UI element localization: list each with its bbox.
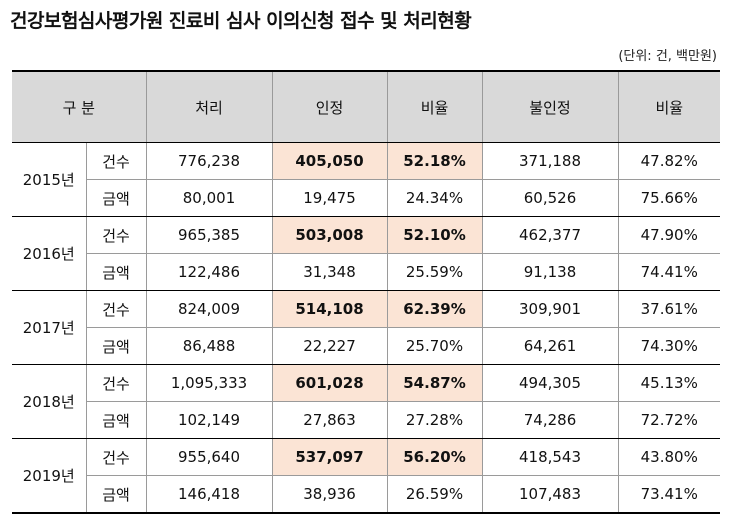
table-row: 2016년 건수 965,385 503,008 52.10% 462,377 47.90% bbox=[12, 216, 720, 291]
header-accepted-rate: 비율 bbox=[386, 70, 483, 143]
table-body: 2015년 건수 776,238 405,050 52.18% 371,188 47.82%… bbox=[12, 142, 720, 514]
accepted-cell: 27,863 bbox=[271, 401, 388, 439]
rejected-cell: 91,138 bbox=[481, 253, 619, 291]
table-row: 금액 80,001 19,475 24.34% 60,526 75.66% bbox=[12, 179, 720, 217]
table-row: 금액 122,486 31,348 25.59% 91,138 74.41% bbox=[12, 253, 720, 291]
accepted-rate-cell: 54.87% bbox=[386, 364, 483, 402]
table-row: 2017년 건수 824,009 514,108 62.39% 309,901 37.61% bbox=[12, 290, 720, 365]
processed-cell: 86,488 bbox=[145, 327, 273, 365]
year-cell: 2015년 bbox=[12, 142, 87, 217]
accepted-cell: 503,008 bbox=[271, 216, 388, 254]
processed-cell: 1,095,333 bbox=[145, 364, 273, 402]
processed-cell: 102,149 bbox=[145, 401, 273, 439]
rejected-rate-cell: 74.30% bbox=[617, 327, 720, 365]
rejected-cell: 494,305 bbox=[481, 364, 619, 402]
accepted-cell: 19,475 bbox=[271, 179, 388, 217]
rejected-rate-cell: 75.66% bbox=[617, 179, 720, 217]
accepted-rate-cell: 25.59% bbox=[386, 253, 483, 291]
accepted-rate-cell: 52.10% bbox=[386, 216, 483, 254]
cases-label: 건수 bbox=[85, 216, 147, 254]
rejected-rate-cell: 72.72% bbox=[617, 401, 720, 439]
year-cell: 2017년 bbox=[12, 290, 87, 365]
rejected-cell: 107,483 bbox=[481, 475, 619, 514]
rejected-cell: 64,261 bbox=[481, 327, 619, 365]
unit-note: (단위: 건, 백만원) bbox=[618, 49, 717, 64]
processed-cell: 965,385 bbox=[145, 216, 273, 254]
table-row: 2015년 건수 776,238 405,050 52.18% 371,188 47.82% bbox=[12, 142, 720, 217]
rejected-rate-cell: 37.61% bbox=[617, 290, 720, 328]
year-cell: 2018년 bbox=[12, 364, 87, 439]
header-row: 구 분 처리 인정 비율 불인정 비율 bbox=[12, 70, 720, 143]
amount-label: 금액 bbox=[86, 327, 147, 365]
table-row: 2018년 건수 1,095,333 601,028 54.87% 494,305 45.1… bbox=[12, 364, 720, 439]
rejected-cell: 371,188 bbox=[481, 142, 619, 180]
accepted-cell: 405,050 bbox=[271, 142, 388, 180]
rejected-rate-cell: 47.90% bbox=[617, 216, 720, 254]
cases-label: 건수 bbox=[85, 142, 147, 180]
year-cell: 2019년 bbox=[12, 438, 87, 514]
cases-label: 건수 bbox=[85, 290, 147, 328]
rejected-rate-cell: 47.82% bbox=[617, 142, 720, 180]
accepted-rate-cell: 27.28% bbox=[386, 401, 483, 439]
amount-label: 금액 bbox=[86, 475, 147, 514]
rejected-cell: 74,286 bbox=[481, 401, 619, 439]
table-row: 금액 86,488 22,227 25.70% 64,261 74.30% bbox=[12, 327, 720, 365]
rejected-cell: 309,901 bbox=[481, 290, 619, 328]
processed-cell: 824,009 bbox=[145, 290, 273, 328]
rejected-cell: 60,526 bbox=[481, 179, 619, 217]
header-category: 구 분 bbox=[12, 70, 147, 143]
cases-label: 건수 bbox=[85, 438, 147, 476]
processed-cell: 955,640 bbox=[145, 438, 273, 476]
header-accepted: 인정 bbox=[271, 70, 388, 143]
amount-label: 금액 bbox=[86, 253, 147, 291]
rejected-rate-cell: 43.80% bbox=[617, 438, 720, 476]
rejected-rate-cell: 45.13% bbox=[617, 364, 720, 402]
accepted-rate-cell: 52.18% bbox=[386, 142, 483, 180]
rejected-rate-cell: 74.41% bbox=[617, 253, 720, 291]
processed-cell: 122,486 bbox=[145, 253, 273, 291]
table-row: 금액 146,418 38,936 26.59% 107,483 73.41% bbox=[12, 475, 720, 514]
rejected-cell: 462,377 bbox=[481, 216, 619, 254]
accepted-cell: 537,097 bbox=[271, 438, 388, 476]
table-row: 2019년 건수 955,640 537,097 56.20% 418,543 43.80% bbox=[12, 438, 720, 514]
accepted-rate-cell: 25.70% bbox=[386, 327, 483, 365]
accepted-rate-cell: 26.59% bbox=[386, 475, 483, 514]
cases-label: 건수 bbox=[85, 364, 147, 402]
rejected-rate-cell: 73.41% bbox=[617, 475, 720, 514]
rejected-cell: 418,543 bbox=[481, 438, 619, 476]
header-rejected: 불인정 bbox=[481, 70, 619, 143]
processed-cell: 80,001 bbox=[145, 179, 273, 217]
table-row: 금액 102,149 27,863 27.28% 74,286 72.72% bbox=[12, 401, 720, 439]
accepted-rate-cell: 56.20% bbox=[386, 438, 483, 476]
header-rejected-rate: 비율 bbox=[617, 70, 720, 143]
processed-cell: 776,238 bbox=[145, 142, 273, 180]
accepted-rate-cell: 24.34% bbox=[386, 179, 483, 217]
header-processed: 처리 bbox=[145, 70, 273, 143]
accepted-cell: 514,108 bbox=[271, 290, 388, 328]
appeals-table: 구 분 처리 인정 비율 불인정 비율 2015년 건수 776,238 405,05… bbox=[12, 70, 720, 514]
amount-label: 금액 bbox=[86, 179, 147, 217]
processed-cell: 146,418 bbox=[145, 475, 273, 514]
accepted-rate-cell: 62.39% bbox=[386, 290, 483, 328]
page-title: 건강보험심사평가원 진료비 심사 이의신청 접수 및 처리현황 bbox=[10, 10, 472, 32]
accepted-cell: 38,936 bbox=[271, 475, 388, 514]
accepted-cell: 22,227 bbox=[271, 327, 388, 365]
year-cell: 2016년 bbox=[12, 216, 87, 291]
amount-label: 금액 bbox=[86, 401, 147, 439]
accepted-cell: 31,348 bbox=[271, 253, 388, 291]
accepted-cell: 601,028 bbox=[271, 364, 388, 402]
